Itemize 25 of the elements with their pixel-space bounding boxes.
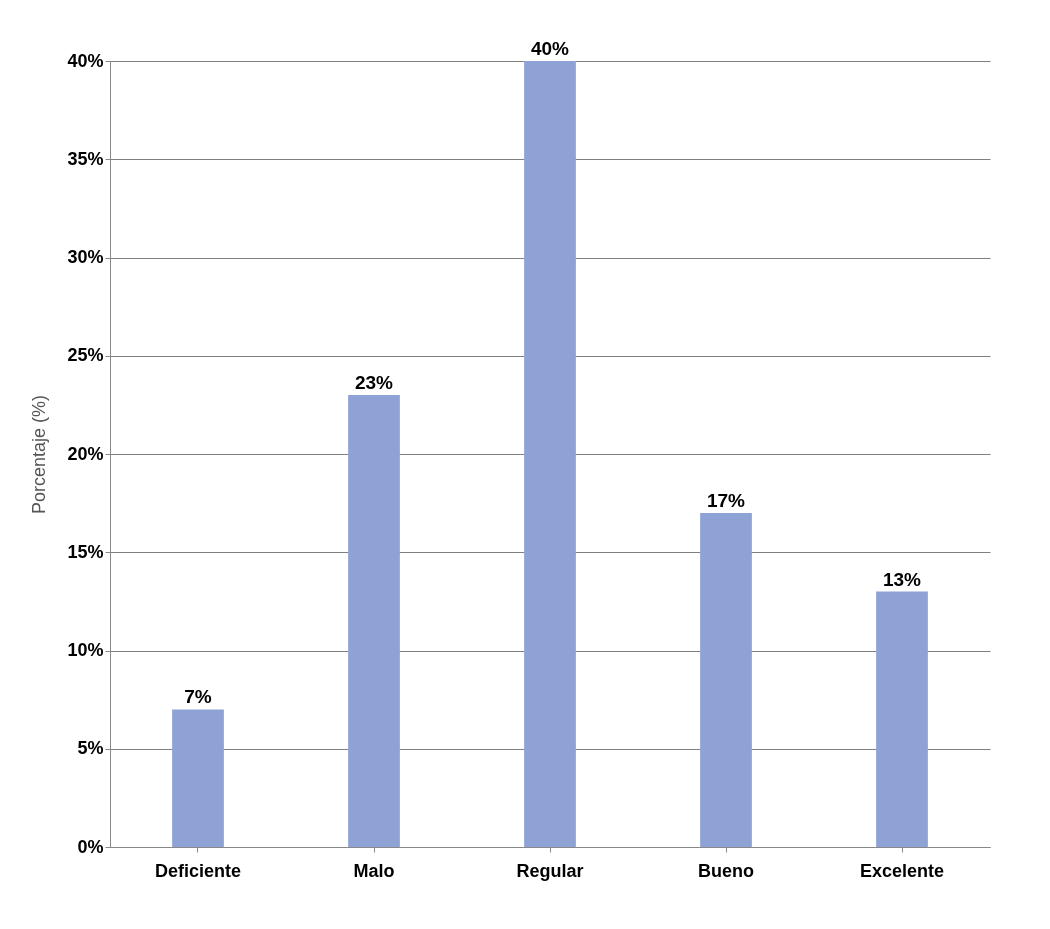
y-tick-label: 10% — [67, 640, 104, 660]
bar — [700, 512, 752, 847]
y-tick-label: 15% — [67, 541, 104, 562]
bar — [172, 709, 224, 847]
y-tick-label: 30% — [67, 247, 104, 267]
x-tick-label: Excelente — [859, 860, 945, 881]
y-tick-label: 20% — [67, 443, 104, 464]
y-tick-label: 5% — [77, 738, 104, 759]
x-tick-label: Deficiente — [154, 860, 242, 881]
y-tick-label: 0% — [77, 836, 104, 857]
y-axis-title: Porcentaje (%) — [29, 394, 50, 515]
y-tick-label: 35% — [67, 148, 104, 169]
data-label: 40% — [530, 38, 570, 59]
y-tick-label: 25% — [67, 345, 104, 366]
data-label: 17% — [706, 489, 746, 511]
bar — [348, 395, 400, 847]
bar — [876, 591, 928, 847]
y-tick-label: 40% — [67, 50, 104, 71]
data-label: 13% — [882, 568, 922, 590]
x-tick-label: Malo — [353, 860, 395, 881]
x-tick-label: Bueno — [698, 860, 754, 881]
data-label: 7% — [184, 686, 212, 708]
data-label: 23% — [354, 372, 394, 394]
bar — [524, 61, 576, 847]
x-tick-label: Regular — [516, 860, 584, 881]
